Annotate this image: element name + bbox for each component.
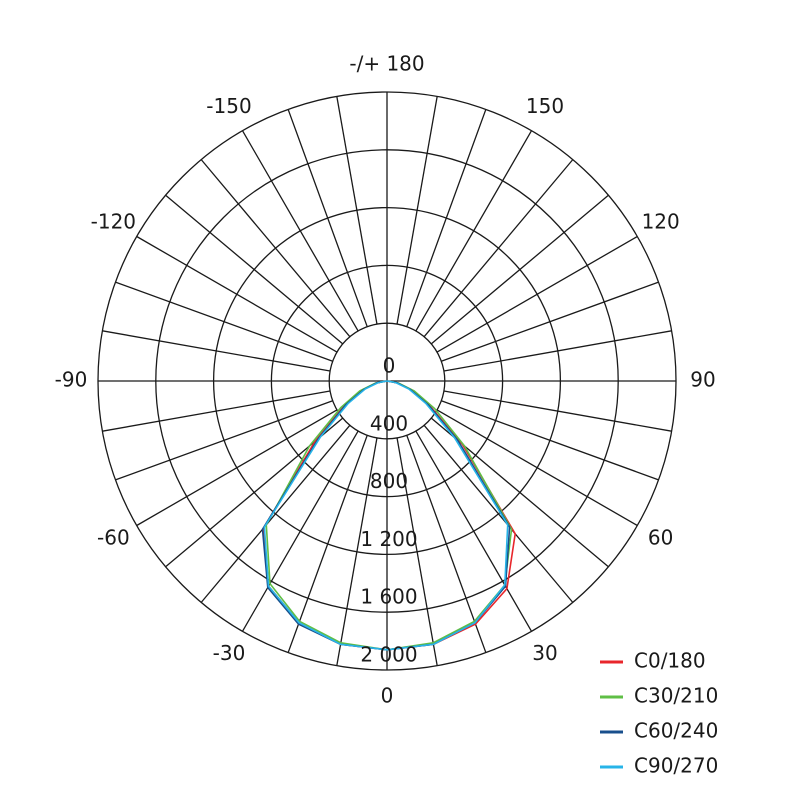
series-line [263,380,509,651]
angle-tick-label: -90 [55,368,88,392]
angle-tick-label: 0 [381,684,394,708]
spoke [336,437,378,666]
angle-tick-label: 30 [532,641,557,665]
angle-tick-label: 90 [690,368,715,392]
spoke [423,424,574,603]
legend-label: C60/240 [634,719,718,743]
r-tick-label: 2 000 [360,643,417,667]
spoke [200,424,351,603]
spoke [241,130,359,332]
angle-tick-label: -/+ 180 [349,52,424,76]
r-tick-label: 1 600 [360,585,417,609]
legend-label: C30/210 [634,684,718,708]
angle-tick-label: -120 [91,210,136,234]
spoke [241,430,359,632]
spoke [136,235,338,353]
spoke [136,409,338,527]
r-tick-label: 800 [370,469,408,493]
spoke [443,390,672,432]
spoke [396,437,438,666]
spoke [165,194,344,345]
spoke [441,281,659,362]
spoke [102,330,331,372]
angle-tick-label: -150 [206,94,251,118]
angle-tick-label: -60 [97,526,130,550]
spoke [200,159,351,338]
spoke [406,109,487,327]
spoke [441,400,659,481]
r-tick-label: 0 [383,354,396,378]
angle-tick-label: 150 [526,94,564,118]
r-tick-label: 400 [370,411,408,435]
angle-tick-label: 120 [642,210,680,234]
spoke [287,435,368,653]
spoke [415,130,533,332]
r-tick-label: 1 200 [360,527,417,551]
angle-tick-label: 60 [648,526,673,550]
spoke [115,400,333,481]
spoke [423,159,574,338]
legend-label: C0/180 [634,649,706,673]
spoke [430,194,609,345]
spoke [336,96,378,325]
angle-tick-label: -30 [213,641,246,665]
spoke [436,409,638,527]
spoke [436,235,638,353]
spoke [406,435,487,653]
spoke [415,430,533,632]
legend-label: C90/270 [634,754,718,778]
spoke [396,96,438,325]
spoke [443,330,672,372]
spoke [102,390,331,432]
spoke [287,109,368,327]
spoke [115,281,333,362]
